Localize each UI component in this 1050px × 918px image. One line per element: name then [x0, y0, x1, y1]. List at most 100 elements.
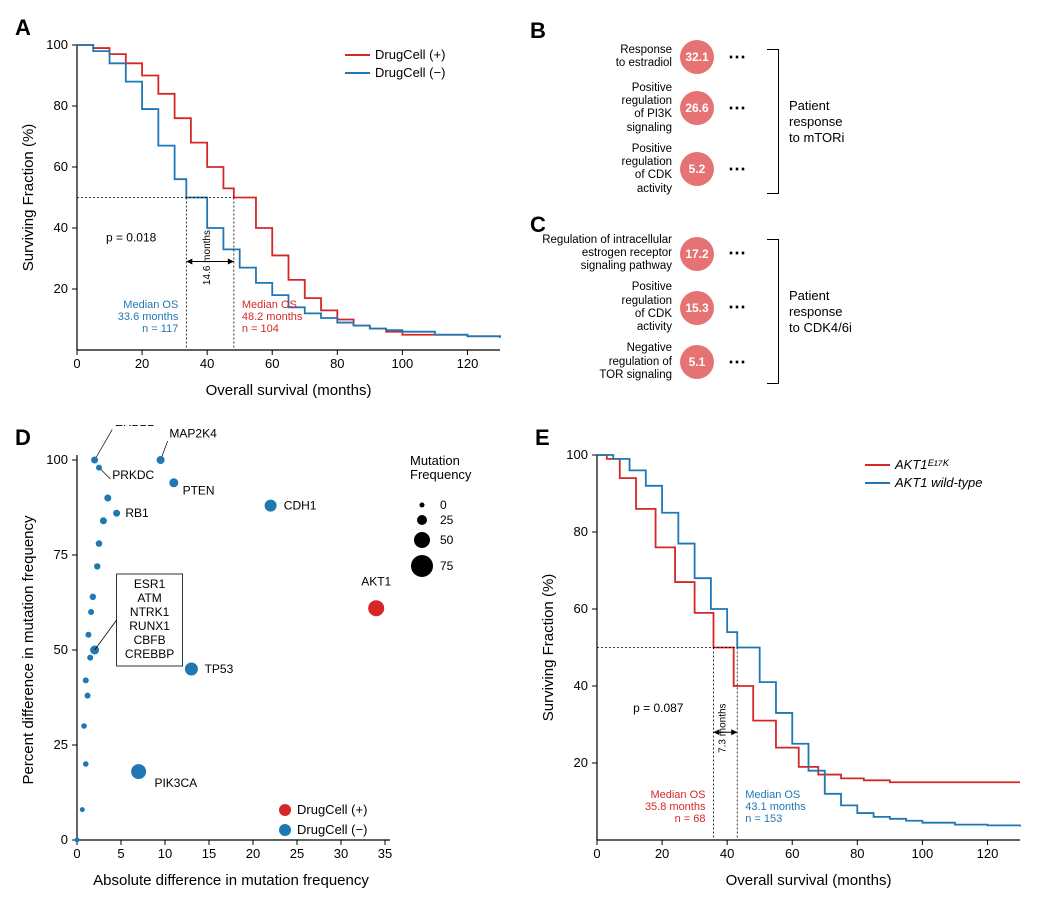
svg-text:0: 0 [73, 846, 80, 861]
svg-text:NTRK1: NTRK1 [130, 605, 170, 619]
panel-b-group: Responseto estradiol32.1⋯Positiveregulat… [535, 40, 1035, 204]
panel-e-chart: 02040608010012020406080100Overall surviv… [535, 425, 1035, 895]
pathway-value: 15.3 [680, 291, 714, 325]
pathway-value: 17.2 [680, 237, 714, 271]
svg-text:Frequency: Frequency [410, 467, 472, 482]
svg-text:0: 0 [593, 846, 600, 861]
svg-text:20: 20 [574, 755, 588, 770]
pathway-value: 32.1 [680, 40, 714, 74]
svg-text:20: 20 [135, 356, 149, 371]
svg-text:0: 0 [440, 498, 447, 512]
svg-text:Surviving Fraction (%): Surviving Fraction (%) [20, 124, 37, 272]
svg-text:DrugCell (−): DrugCell (−) [375, 65, 445, 80]
pathway-value: 26.6 [680, 91, 714, 125]
svg-text:30: 30 [334, 846, 348, 861]
svg-text:20: 20 [246, 846, 260, 861]
svg-text:80: 80 [54, 98, 68, 113]
ellipsis-icon: ⋯ [728, 159, 749, 180]
svg-text:Surviving Fraction (%): Surviving Fraction (%) [540, 574, 557, 722]
svg-text:0: 0 [61, 832, 68, 847]
svg-text:40: 40 [200, 356, 214, 371]
svg-text:MAP2K4: MAP2K4 [169, 426, 217, 440]
panel-d-chart: 051015202530350255075100Absolute differe… [15, 425, 515, 895]
pathway-value: 5.2 [680, 152, 714, 186]
svg-text:60: 60 [265, 356, 279, 371]
ellipsis-icon: ⋯ [728, 47, 749, 68]
svg-text:Overall survival (months): Overall survival (months) [206, 382, 372, 399]
svg-text:60: 60 [574, 601, 588, 616]
svg-text:120: 120 [977, 846, 999, 861]
pathway-row: Negativeregulation ofTOR signaling5.1⋯ [535, 342, 749, 382]
panel-d-label: D [15, 425, 31, 451]
svg-text:43.1 months: 43.1 months [745, 801, 806, 813]
svg-text:PRKDC: PRKDC [112, 468, 154, 482]
svg-text:48.2 months: 48.2 months [242, 311, 303, 323]
svg-text:20: 20 [54, 281, 68, 296]
pathway-label: Positiveregulationof CDKactivity [535, 281, 680, 334]
pathway-label: Responseto estradiol [535, 44, 680, 70]
pathway-row: Positiveregulationof CDKactivity5.2 ⋯ [535, 143, 749, 196]
pathway-value: 5.1 [680, 345, 714, 379]
panel-b-label: B [530, 18, 546, 44]
svg-text:75: 75 [440, 559, 454, 573]
svg-text:14.6 months: 14.6 months [202, 230, 213, 285]
svg-text:50: 50 [440, 533, 454, 547]
svg-text:35: 35 [378, 846, 392, 861]
figure-grid: A 02040608010012020406080100Overall surv… [15, 15, 1035, 895]
svg-text:n = 104: n = 104 [242, 323, 279, 335]
panel-b-response: Patientresponseto mTORi [789, 98, 859, 145]
svg-text:CDH1: CDH1 [284, 499, 317, 513]
svg-text:75: 75 [54, 547, 68, 562]
panel-c-response: Patientresponseto CDK4/6i [789, 288, 859, 335]
pathway-row: Regulation of intracellularestrogen rece… [535, 234, 749, 274]
panel-e-label: E [535, 425, 550, 451]
svg-text:n = 153: n = 153 [745, 813, 782, 825]
svg-text:DrugCell (+): DrugCell (+) [297, 802, 367, 817]
svg-text:Median OS: Median OS [242, 299, 297, 311]
svg-text:35.8 months: 35.8 months [645, 801, 706, 813]
svg-text:40: 40 [720, 846, 734, 861]
pathway-row: Positiveregulationof CDKactivity15.3 ⋯ [535, 281, 749, 334]
svg-text:0: 0 [73, 356, 80, 371]
panel-a-chart: 02040608010012020406080100Overall surviv… [15, 15, 515, 405]
svg-text:AKT1 wild-type: AKT1 wild-type [894, 475, 982, 490]
svg-text:10: 10 [158, 846, 172, 861]
svg-text:p = 0.087: p = 0.087 [633, 701, 684, 715]
svg-text:15: 15 [202, 846, 216, 861]
ellipsis-icon: ⋯ [728, 297, 749, 318]
svg-text:CBFB: CBFB [134, 633, 166, 647]
panel-d: D 051015202530350255075100Absolute diffe… [15, 425, 515, 895]
svg-text:RUNX1: RUNX1 [129, 619, 170, 633]
svg-text:80: 80 [850, 846, 864, 861]
svg-text:100: 100 [46, 37, 68, 52]
svg-text:60: 60 [54, 159, 68, 174]
svg-text:n = 117: n = 117 [142, 323, 178, 335]
svg-text:25: 25 [54, 737, 68, 752]
svg-text:60: 60 [785, 846, 799, 861]
svg-text:Median OS: Median OS [650, 789, 705, 801]
svg-text:DrugCell (−): DrugCell (−) [297, 822, 367, 837]
pathway-label: Positiveregulationof CDKactivity [535, 143, 680, 196]
svg-text:ERBB2: ERBB2 [115, 425, 155, 429]
svg-text:TP53: TP53 [205, 662, 234, 676]
pathway-label: Positiveregulationof PI3Ksignaling [535, 82, 680, 135]
svg-text:Percent difference in mutation: Percent difference in mutation frequency [20, 515, 37, 785]
svg-text:ATM: ATM [137, 591, 161, 605]
svg-text:100: 100 [912, 846, 934, 861]
svg-text:Absolute difference in mutatio: Absolute difference in mutation frequenc… [93, 872, 369, 889]
svg-text:CREBBP: CREBBP [125, 647, 174, 661]
panel-c-group: Regulation of intracellularestrogen rece… [535, 234, 1035, 390]
ellipsis-icon: ⋯ [728, 243, 749, 264]
svg-text:5: 5 [117, 846, 124, 861]
panel-e: E 02040608010012020406080100Overall surv… [535, 425, 1035, 895]
svg-text:AKT1: AKT1 [361, 575, 391, 589]
panel-bc: B Responseto estradiol32.1⋯Positiveregul… [535, 15, 1035, 405]
svg-text:100: 100 [46, 452, 68, 467]
pathway-label: Regulation of intracellularestrogen rece… [535, 234, 680, 274]
svg-text:20: 20 [655, 846, 669, 861]
svg-text:33.6 months: 33.6 months [118, 311, 179, 323]
svg-text:40: 40 [54, 220, 68, 235]
pathway-row: Positiveregulationof PI3Ksignaling26.6⋯ [535, 82, 749, 135]
svg-text:25: 25 [440, 513, 454, 527]
svg-text:80: 80 [574, 524, 588, 539]
